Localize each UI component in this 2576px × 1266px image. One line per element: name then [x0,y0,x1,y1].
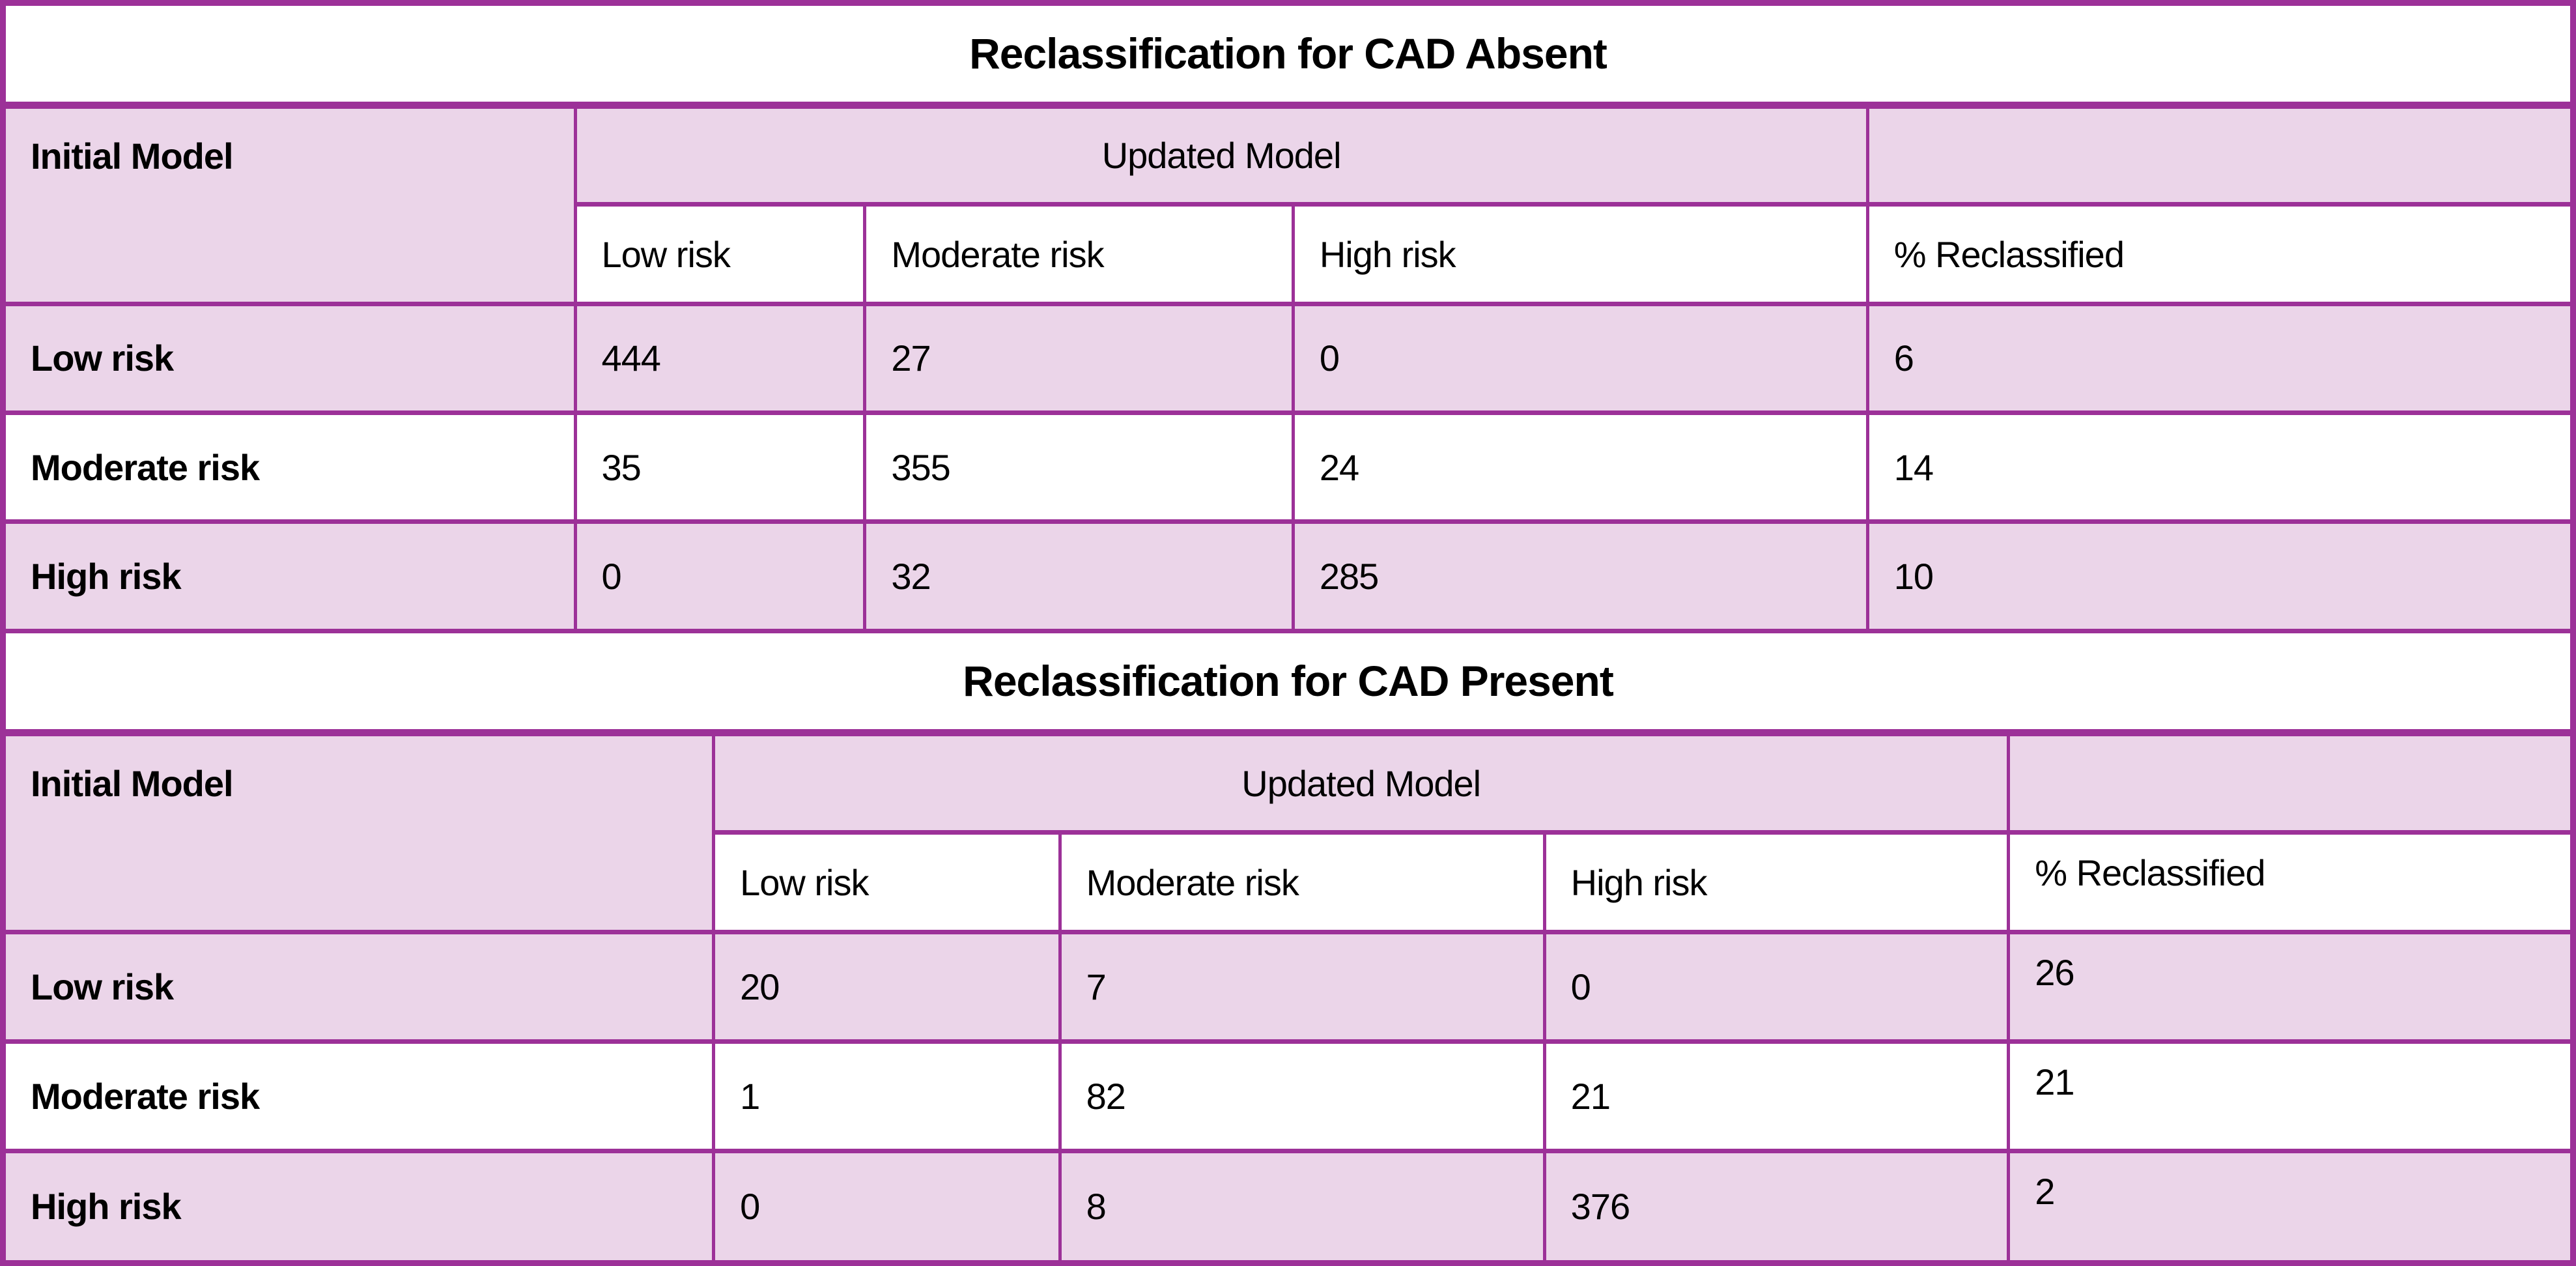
data-cell: 14 [1865,410,2570,525]
data-cell: 444 [573,301,867,416]
data-cell: 6 [1865,301,2570,416]
row-label: Moderate risk [6,410,577,525]
data-cell: 10 [1865,519,2570,633]
row-label: High risk [6,1148,716,1260]
data-cell: 0 [712,1148,1062,1260]
empty-corner-cell [2007,730,2570,835]
data-cell: 376 [1542,1148,2011,1260]
column-header-pct-reclassified: % Reclassified [2007,830,2570,934]
data-cell: 26 [2007,930,2570,1044]
cad-absent-table: Reclassification for CAD Absent Initial … [6,6,2570,633]
data-cell: 7 [1058,930,1546,1044]
column-header-high-risk: High risk [1542,830,2011,934]
data-cell: 32 [863,519,1295,633]
data-cell: 35 [573,410,867,525]
data-cell: 0 [573,519,867,633]
row-label: Moderate risk [6,1039,716,1153]
data-cell: 82 [1058,1039,1546,1153]
data-cell: 285 [1291,519,1869,633]
data-cell: 24 [1291,410,1869,525]
column-header-moderate-risk: Moderate risk [1058,830,1546,934]
column-header-pct-reclassified: % Reclassified [1865,202,2570,306]
data-cell: 0 [1291,301,1869,416]
updated-model-header: Updated Model [573,102,1869,207]
initial-model-header: Initial Model [6,730,716,934]
data-cell: 20 [712,930,1062,1044]
data-cell: 27 [863,301,1295,416]
column-header-low-risk: Low risk [575,202,867,306]
row-label: Low risk [6,930,716,1044]
data-cell: 355 [863,410,1295,525]
updated-model-header: Updated Model [712,730,2011,835]
data-cell: 8 [1058,1148,1546,1260]
empty-corner-cell [1865,102,2570,207]
column-header-low-risk: Low risk [713,830,1062,934]
column-header-high-risk: High risk [1291,202,1869,306]
data-cell: 21 [1542,1039,2011,1153]
data-cell: 21 [2007,1039,2570,1153]
table-title-cad-absent: Reclassification for CAD Absent [6,6,2570,109]
row-label: Low risk [6,301,577,416]
data-cell: 1 [712,1039,1062,1153]
table-title-cad-present: Reclassification for CAD Present [6,633,2570,736]
column-header-moderate-risk: Moderate risk [863,202,1295,306]
initial-model-header: Initial Model [6,102,577,306]
cad-present-table: Reclassification for CAD Present Initial… [6,633,2570,1260]
data-cell: 0 [1542,930,2011,1044]
data-cell: 2 [2007,1148,2570,1260]
row-label: High risk [6,519,577,633]
